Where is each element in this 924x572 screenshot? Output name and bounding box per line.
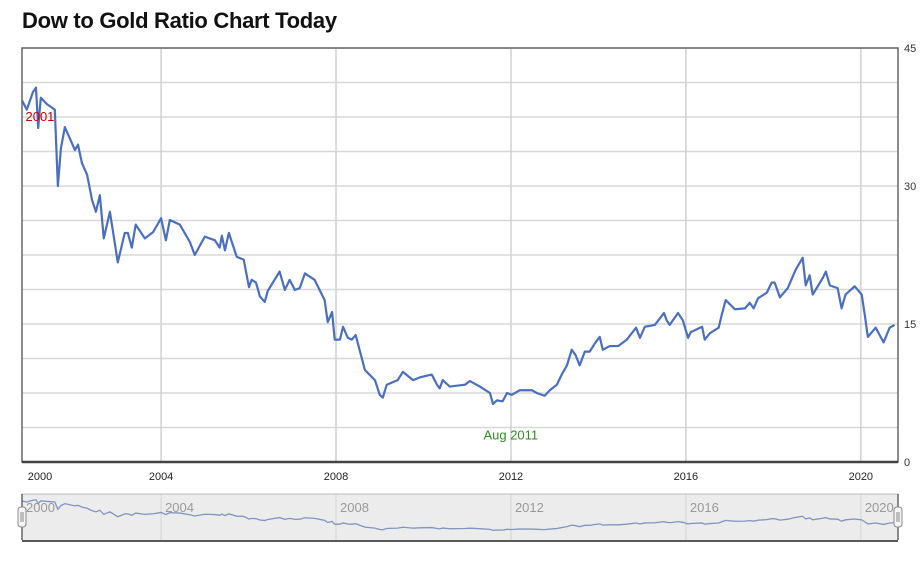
x-tick-label: 2000 bbox=[28, 471, 52, 483]
x-tick-label: 2008 bbox=[324, 471, 348, 483]
navigator-label: 2016 bbox=[690, 500, 719, 515]
navigator-left-handle[interactable] bbox=[17, 506, 27, 528]
y-tick-label: 15 bbox=[904, 319, 916, 331]
navigator-background bbox=[22, 494, 898, 540]
navigator-label: 2008 bbox=[340, 500, 369, 515]
navigator-series bbox=[21, 499, 895, 532]
x-tick-label: 2020 bbox=[849, 471, 873, 483]
navigator-label: 2004 bbox=[165, 500, 194, 515]
x-tick-label: 2004 bbox=[149, 471, 173, 483]
annotation-label: 2001 bbox=[25, 109, 54, 124]
x-tick-label: 2012 bbox=[499, 471, 523, 483]
navigator-right-handle[interactable] bbox=[893, 506, 903, 528]
y-tick-label: 45 bbox=[904, 43, 916, 55]
chart-title: Dow to Gold Ratio Chart Today bbox=[22, 8, 337, 33]
x-tick-label: 2016 bbox=[674, 471, 698, 483]
y-tick-label: 0 bbox=[904, 457, 910, 469]
navigator-label: 2000 bbox=[26, 500, 55, 515]
y-tick-label: 30 bbox=[904, 181, 916, 193]
navigator-label: 2020 bbox=[865, 500, 894, 515]
navigator-label: 2012 bbox=[515, 500, 544, 515]
series-line bbox=[21, 86, 896, 406]
annotation-label: Aug 2011 bbox=[483, 427, 538, 442]
